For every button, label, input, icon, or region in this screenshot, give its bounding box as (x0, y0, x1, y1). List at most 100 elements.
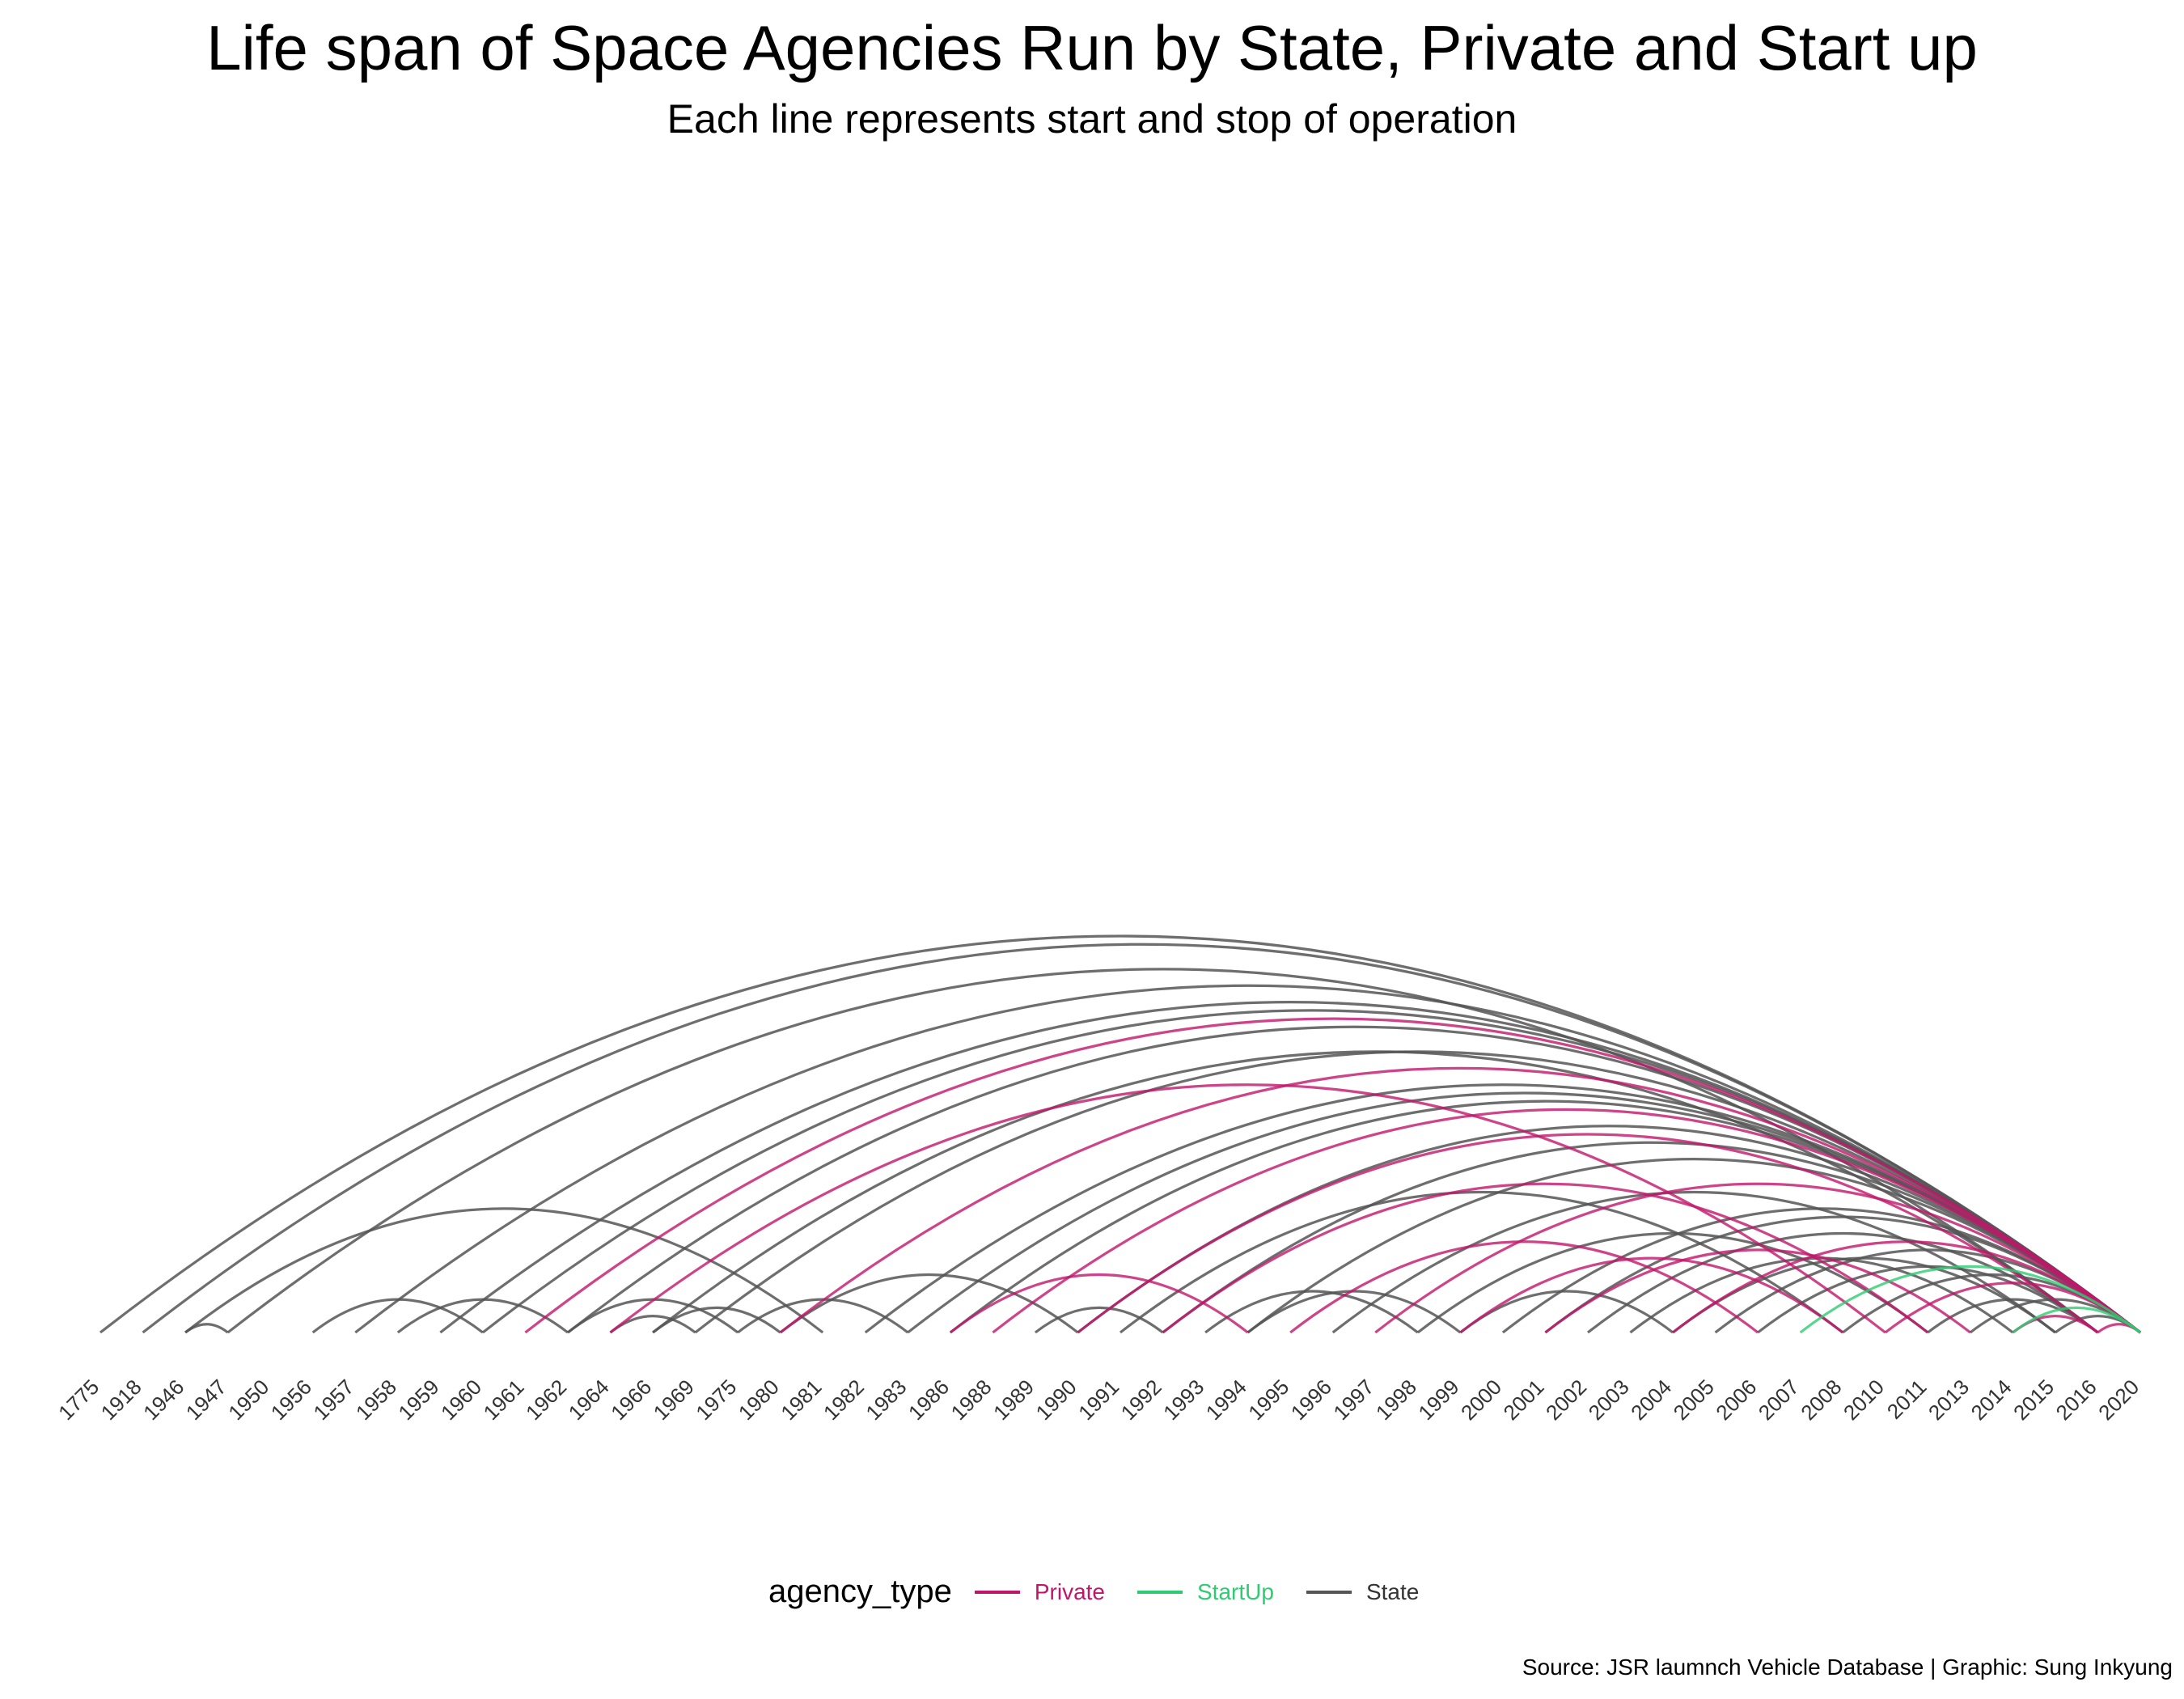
x-tick-label: 1964 (564, 1375, 614, 1425)
legend-label-private: Private (1034, 1578, 1105, 1604)
x-tick-label: 2006 (1711, 1375, 1761, 1425)
x-tick-label: 1958 (351, 1375, 401, 1425)
arc-state (184, 1207, 824, 1334)
x-tick-label: 1980 (734, 1375, 784, 1425)
x-tick-label: 2015 (2008, 1375, 2059, 1425)
arc-state (396, 1298, 569, 1334)
arc-private (1289, 1240, 1759, 1334)
x-tick-label: 1988 (946, 1375, 997, 1425)
arc-state (1034, 1306, 1164, 1334)
arc-state (1757, 1265, 2099, 1334)
arc-private (1544, 1248, 1971, 1334)
arc-state (1204, 1290, 1419, 1334)
legend-label-startup: StartUp (1197, 1578, 1274, 1604)
x-tick-label: 1959 (393, 1375, 443, 1425)
x-tick-label: 2014 (1966, 1375, 2017, 1425)
arc-state (1331, 1191, 2056, 1334)
arc-startup (1799, 1265, 2141, 1334)
x-tick-label: 2004 (1626, 1375, 1676, 1425)
x-tick-label: 1957 (308, 1375, 358, 1425)
x-tick-label: 1950 (223, 1375, 273, 1425)
arc-state (142, 943, 2141, 1334)
x-tick-label: 1918 (96, 1375, 146, 1425)
arc-private (949, 1273, 1249, 1334)
arc-state (184, 1323, 229, 1334)
x-tick-label: 2010 (1839, 1375, 1889, 1425)
arc-state (311, 1298, 484, 1334)
arc-state (779, 1273, 1079, 1334)
x-tick-label: 1996 (1286, 1375, 1336, 1425)
legend-key-private (974, 1590, 1020, 1594)
x-tick-label: 2003 (1584, 1375, 1634, 1425)
x-tick-label: 1975 (691, 1375, 741, 1425)
arc-state (1162, 1141, 2141, 1334)
x-tick-label: 1990 (1031, 1375, 1081, 1425)
legend-label-state: State (1365, 1578, 1420, 1604)
legend-title: agency_type (768, 1574, 952, 1609)
arc-private (1459, 1256, 1844, 1334)
arc-private (524, 1017, 2141, 1334)
arc-private (1077, 1133, 2099, 1334)
x-tick-label: 1981 (776, 1375, 826, 1425)
arc-private (1672, 1240, 2141, 1334)
x-tick-label: 1982 (819, 1375, 869, 1425)
arc-private (1162, 1182, 1929, 1334)
x-tick-label: 1946 (138, 1375, 188, 1425)
x-tick-label: 1992 (1116, 1375, 1166, 1425)
x-tick-label: 2002 (1541, 1375, 1591, 1425)
arc-startup (2012, 1306, 2141, 1334)
x-tick-label: 1969 (649, 1375, 699, 1425)
x-tick-label: 1989 (988, 1375, 1039, 1425)
x-tick-label: 2005 (1669, 1375, 1719, 1425)
x-tick-label: 2020 (2093, 1375, 2144, 1425)
x-tick-label: 2008 (1796, 1375, 1846, 1425)
legend-item-startup: StartUp (1137, 1579, 1274, 1605)
source-caption: Source: JSR laumnch Vehicle Database | G… (1522, 1655, 2173, 1680)
legend-item-state: State (1306, 1579, 1419, 1605)
arc-state (1246, 1290, 1462, 1334)
arc-state (694, 1050, 2141, 1334)
x-tick-label: 1966 (606, 1375, 656, 1425)
x-tick-label: 1956 (266, 1375, 316, 1425)
arc-state (1459, 1290, 1674, 1334)
x-tick-label: 2013 (1924, 1375, 1974, 1425)
x-tick-label: 1986 (904, 1375, 954, 1425)
x-tick-label: 1962 (521, 1375, 571, 1425)
chart-title: Life span of Space Agencies Run by State… (206, 12, 1978, 83)
arc-private (779, 1066, 2141, 1334)
x-tick-label: 1997 (1328, 1375, 1378, 1425)
legend: agency_type Private StartUp State (768, 1574, 1451, 1610)
arc-private (1374, 1182, 2141, 1334)
x-tick-label: 1995 (1243, 1375, 1293, 1425)
x-tick-label: 1961 (479, 1375, 529, 1425)
arc-state (652, 1306, 781, 1334)
x-axis-tick-labels: 1775191819461947195019561957195819591960… (53, 1375, 2144, 1425)
x-tick-label: 1998 (1371, 1375, 1421, 1425)
x-tick-label: 1999 (1413, 1375, 1463, 1425)
x-tick-label: 2007 (1754, 1375, 1804, 1425)
arc-state (1416, 1231, 1929, 1334)
x-tick-label: 1947 (181, 1375, 231, 1425)
x-tick-label: 2001 (1499, 1375, 1549, 1425)
x-tick-label: 2016 (2051, 1375, 2101, 1425)
arc-state (1544, 1215, 2141, 1334)
x-tick-label: 2011 (1882, 1375, 1932, 1424)
x-tick-label: 1775 (53, 1375, 104, 1425)
x-tick-label: 1960 (436, 1375, 486, 1425)
arc-state (1120, 1191, 1844, 1334)
arc-layer (99, 934, 2141, 1334)
legend-key-startup (1137, 1590, 1183, 1594)
chart-subtitle: Each line represents start and stop of o… (667, 96, 1517, 142)
x-tick-label: 1994 (1201, 1375, 1251, 1425)
x-tick-label: 1993 (1158, 1375, 1208, 1425)
x-tick-label: 1991 (1073, 1375, 1124, 1425)
arc-private (609, 1083, 1886, 1334)
legend-item-private: Private (974, 1578, 1105, 1605)
legend-key-state (1306, 1590, 1352, 1594)
x-tick-label: 1983 (861, 1375, 911, 1425)
arc-state (1246, 1158, 2141, 1334)
arc-state (354, 984, 2141, 1334)
x-tick-label: 2000 (1456, 1375, 1506, 1425)
arc-private (992, 1108, 2141, 1334)
